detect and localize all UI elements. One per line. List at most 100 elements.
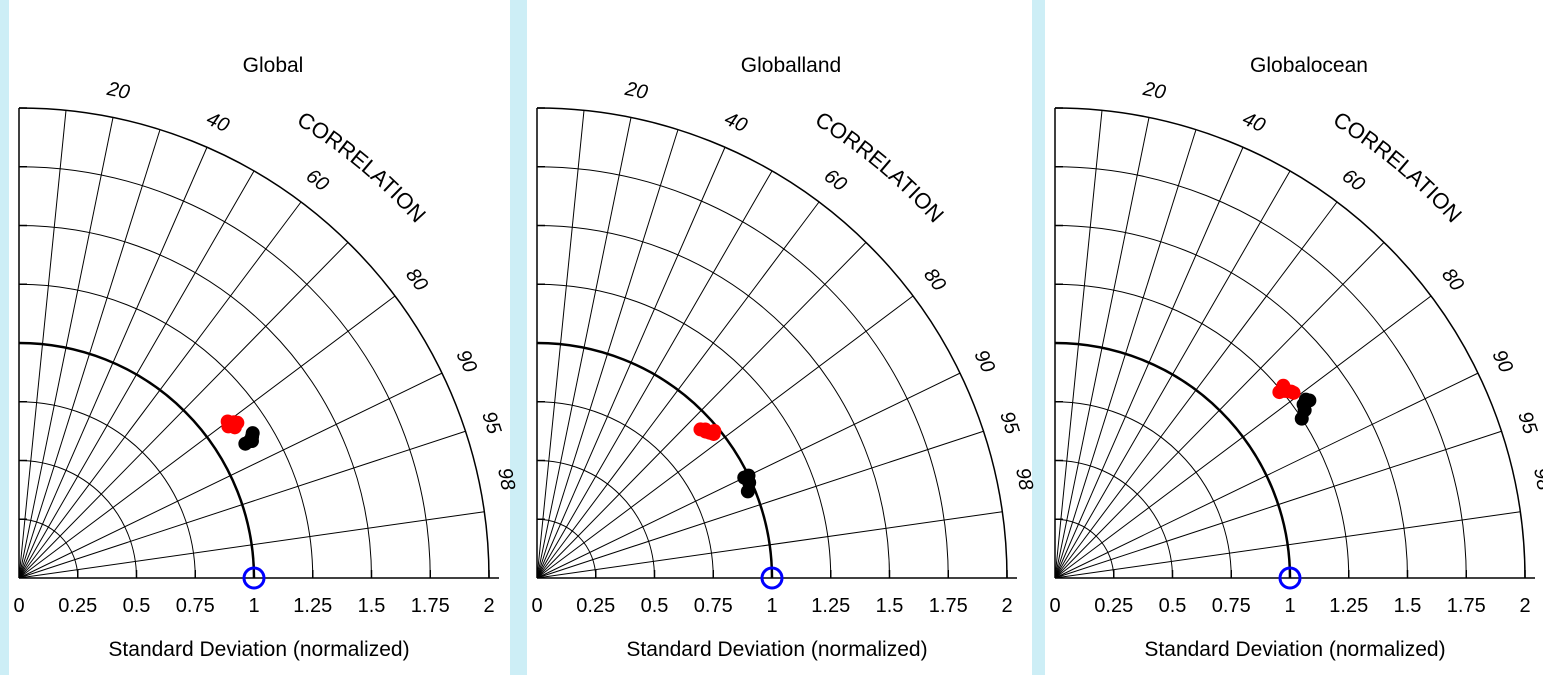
std-tick-label: 0.5 xyxy=(641,595,669,617)
correlation-ray xyxy=(18,430,466,579)
std-arc xyxy=(536,283,832,579)
std-tick-label: 1 xyxy=(248,595,259,617)
std-tick-label: 0.25 xyxy=(1094,595,1133,617)
std-tick-label: 1.25 xyxy=(1329,595,1368,617)
correlation-ray xyxy=(536,295,914,579)
reference-std-arc xyxy=(18,341,256,579)
panel-title: Global xyxy=(243,54,304,77)
correlation-tick-label: 98 xyxy=(1011,466,1037,492)
reference-point xyxy=(760,566,784,590)
std-tick-label: 1.75 xyxy=(929,595,968,617)
std-tick-label: 1.25 xyxy=(811,595,850,617)
std-arc xyxy=(1054,225,1408,579)
std-arc xyxy=(18,518,79,579)
correlation-tick-label: 20 xyxy=(104,78,131,104)
std-arc xyxy=(536,166,949,579)
data-point xyxy=(1286,385,1301,400)
std-tick-label: 2 xyxy=(1519,595,1530,617)
std-arc xyxy=(536,460,655,579)
std-tick-label: 2 xyxy=(483,595,494,617)
correlation-ray xyxy=(1054,430,1502,579)
reference-point xyxy=(1278,566,1302,590)
std-tick-label: 0 xyxy=(1049,595,1060,617)
std-tick-label: 1 xyxy=(1284,595,1295,617)
panel-title: Globalocean xyxy=(1250,54,1368,77)
std-arc xyxy=(536,518,597,579)
correlation-ray xyxy=(536,201,820,579)
correlation-ray xyxy=(1054,511,1521,579)
correlation-ray xyxy=(536,147,726,579)
std-tick-label: 1.75 xyxy=(1447,595,1486,617)
std-arc xyxy=(18,401,196,579)
std-tick-label: 1.5 xyxy=(1394,595,1422,617)
std-arc xyxy=(18,225,372,579)
correlation-ray xyxy=(18,295,396,579)
std-tick-label: 1.5 xyxy=(358,595,386,617)
std-arc xyxy=(536,401,714,579)
data-point xyxy=(1294,411,1309,426)
x-axis-label: Standard Deviation (normalized) xyxy=(626,638,927,661)
std-arc xyxy=(1054,518,1115,579)
correlation-ray xyxy=(536,242,867,579)
std-tick-label: 1.5 xyxy=(876,595,904,617)
x-axis-label: Standard Deviation (normalized) xyxy=(108,638,409,661)
correlation-tick-label: 20 xyxy=(622,78,649,104)
std-arc xyxy=(1054,166,1467,579)
std-arc xyxy=(536,107,1008,579)
data-point xyxy=(698,422,713,437)
std-tick-label: 2 xyxy=(1001,595,1012,617)
data-point xyxy=(230,415,245,430)
std-tick-label: 0.5 xyxy=(1159,595,1187,617)
panel-title: Globalland xyxy=(741,54,841,77)
correlation-ray xyxy=(536,110,585,579)
taylor-panel-1: 0 0.25 0.5 0.75 1 1.25 1.5 1.75 220406080909598C… xyxy=(9,0,519,675)
correlation-ray xyxy=(1054,372,1479,579)
correlation-ray xyxy=(18,170,255,579)
correlation-ray xyxy=(536,511,1003,579)
correlation-ray xyxy=(18,147,208,579)
std-tick-label: 0.75 xyxy=(1212,595,1251,617)
correlation-ray xyxy=(1054,295,1432,579)
std-tick-label: 1.75 xyxy=(411,595,450,617)
correlation-ray xyxy=(18,129,161,579)
reference-point xyxy=(242,566,266,590)
reference-std-arc xyxy=(1054,341,1292,579)
correlation-ray xyxy=(1054,129,1197,579)
correlation-ray xyxy=(18,511,485,579)
std-arc xyxy=(18,166,431,579)
data-point xyxy=(742,475,757,490)
std-tick-label: 0 xyxy=(531,595,542,617)
correlation-ray xyxy=(536,430,984,579)
std-tick-label: 0.75 xyxy=(176,595,215,617)
std-arc xyxy=(18,107,490,579)
panel-background xyxy=(1045,0,1543,675)
std-tick-label: 0.75 xyxy=(694,595,733,617)
std-arc xyxy=(1054,401,1232,579)
std-tick-label: 0 xyxy=(13,595,24,617)
correlation-ray xyxy=(1054,201,1338,579)
correlation-tick-label: 98 xyxy=(1529,466,1543,492)
correlation-ray xyxy=(1054,147,1244,579)
data-point xyxy=(244,434,259,449)
correlation-ray xyxy=(536,170,773,579)
std-arc xyxy=(536,225,890,579)
correlation-ray xyxy=(1054,242,1385,579)
std-tick-label: 0.5 xyxy=(123,595,151,617)
correlation-tick-label: 20 xyxy=(1140,78,1167,104)
correlation-tick-label: 98 xyxy=(493,466,519,492)
std-tick-label: 0.25 xyxy=(576,595,615,617)
taylor-panel-3: 0 0.25 0.5 0.75 1 1.25 1.5 1.75 220406080909598C… xyxy=(1045,0,1543,675)
correlation-ray xyxy=(18,110,67,579)
panel-background xyxy=(9,0,510,675)
reference-std-arc xyxy=(536,341,774,579)
correlation-ray xyxy=(1054,117,1150,579)
std-tick-label: 0.25 xyxy=(58,595,97,617)
data-point xyxy=(1302,393,1317,408)
correlation-ray xyxy=(18,201,302,579)
std-arc xyxy=(18,460,137,579)
std-arc xyxy=(1054,283,1350,579)
std-arc xyxy=(1054,107,1526,579)
correlation-ray xyxy=(536,117,632,579)
std-arc xyxy=(1054,460,1173,579)
